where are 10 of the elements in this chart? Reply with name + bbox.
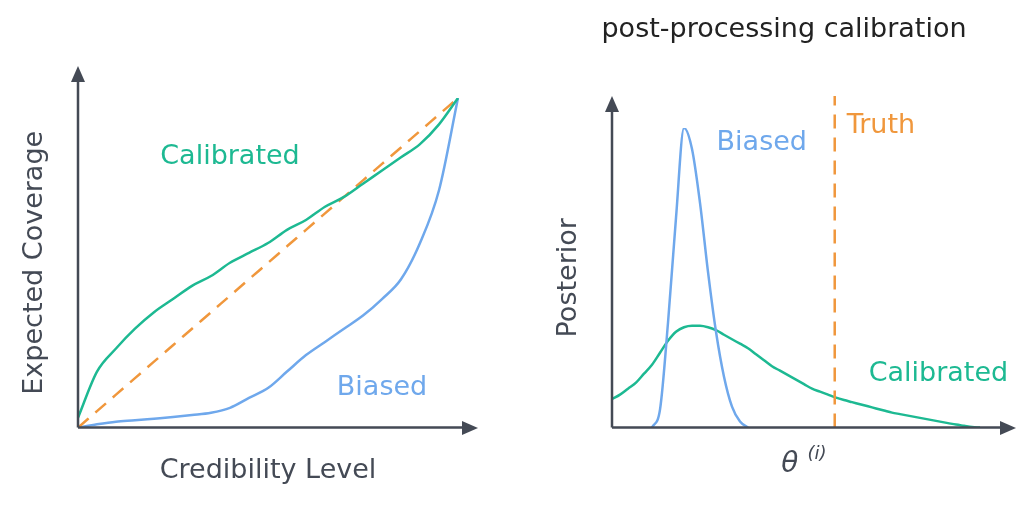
- y-axis-title: Expected Coverage: [16, 130, 48, 395]
- x-axis-title: Credibility Level: [159, 452, 377, 484]
- x-axis-title: θ (i): [781, 442, 827, 479]
- chart-title: post-processing calibration: [601, 11, 967, 43]
- series-label: Calibrated: [160, 139, 300, 171]
- y-axis-title: Posterior: [550, 217, 582, 338]
- series-label: Biased: [336, 370, 428, 402]
- series-label: Calibrated: [868, 355, 1009, 387]
- series-label: Biased: [716, 125, 807, 156]
- annotation: Truth: [845, 108, 916, 140]
